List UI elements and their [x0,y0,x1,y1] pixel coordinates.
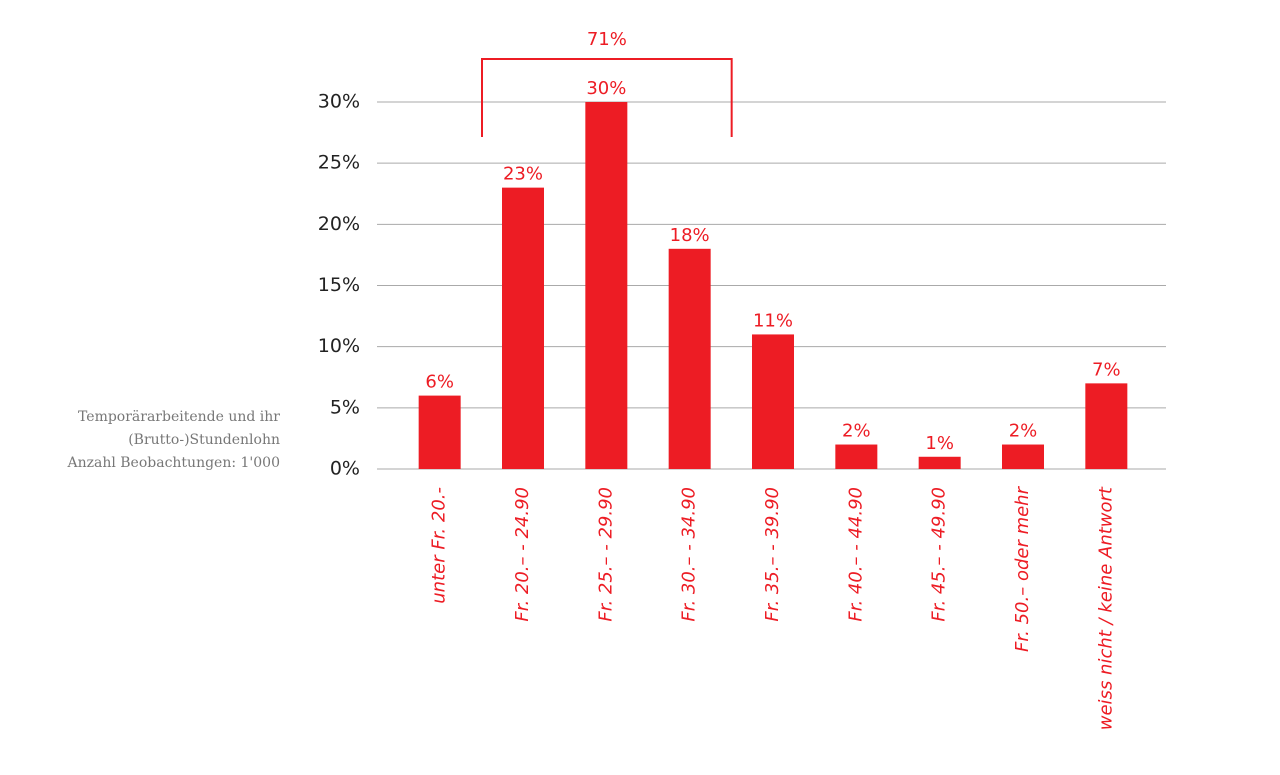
value-label: 18% [670,225,710,246]
value-label: 2% [842,421,871,442]
x-tick-label: Fr. 45.– - 49.90 [929,487,950,622]
bar [418,395,461,469]
bar [918,456,961,469]
bracket-label: 71% [587,29,627,50]
caption: (Brutto-)Stundenlohn [128,432,280,448]
bar [502,187,544,469]
caption: Anzahl Beobachtungen: 1'000 [66,455,280,471]
y-tick-label: 15% [318,274,360,296]
value-label: 2% [1009,421,1038,442]
bar [585,102,628,469]
y-tick-label: 5% [330,396,360,418]
value-label: 7% [1092,359,1121,380]
y-tick-label: 25% [318,152,360,174]
y-tick-label: 30% [318,91,360,113]
x-tick-label: weiss nicht / keine Antwort [1095,486,1116,730]
bracket [481,58,733,137]
value-label: 23% [503,164,543,185]
x-tick-label: Fr. 40.– - 44.90 [845,487,866,622]
caption: Temporärarbeitende und ihr [78,409,280,425]
x-tick-label: Fr. 20.– - 24.90 [512,487,533,622]
bar [1002,444,1044,469]
y-tick-label: 20% [318,213,360,235]
y-tick-label: 0% [330,458,360,480]
y-tick-label: 10% [318,335,360,357]
x-tick-label: Fr. 35.– - 39.90 [762,487,783,622]
bar [668,248,711,469]
x-tick-label: Fr. 50.– oder mehr [1012,485,1033,652]
value-label: 1% [925,433,954,454]
x-tick-label: Fr. 25.– - 29.90 [595,487,616,622]
bar [1085,383,1128,469]
bar [835,444,878,469]
value-label: 11% [753,310,793,331]
value-label: 6% [425,372,454,393]
bar [752,334,794,469]
x-tick-label: unter Fr. 20.- [429,487,450,604]
x-tick-label: Fr. 30.– - 34.90 [679,487,700,622]
value-label: 30% [586,78,626,99]
